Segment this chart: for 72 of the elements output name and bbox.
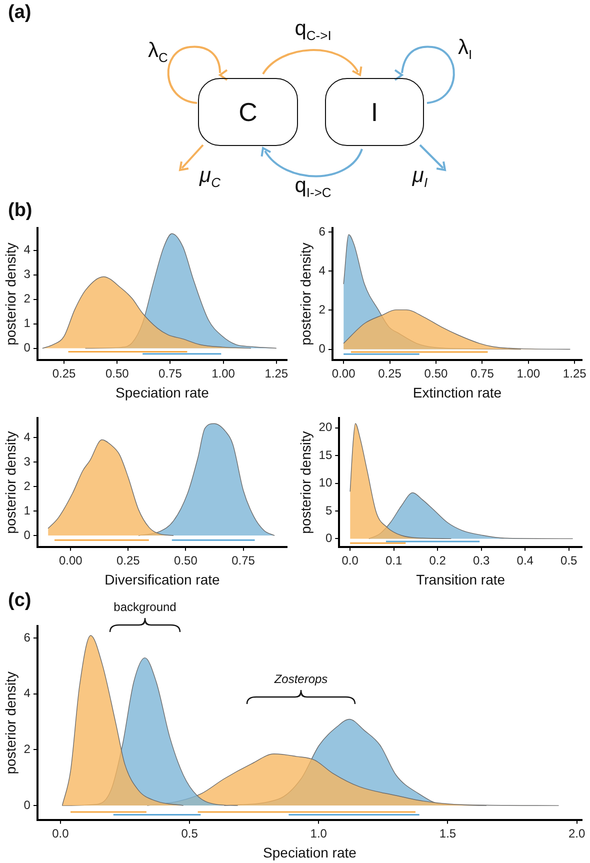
- text: λ$_{I}$: [458, 36, 472, 62]
- y-axis-title: posterior density: [297, 431, 314, 534]
- text: background: [114, 600, 176, 614]
- text: q$_{C->I}$: [294, 16, 332, 44]
- x-tick-label: 1.5: [439, 826, 456, 840]
- x-tick-label: 1.00: [212, 366, 236, 380]
- annotation: Zosterops: [274, 672, 328, 686]
- rounded-box: I: [325, 78, 424, 146]
- x-axis-title: Diversification rate: [104, 571, 220, 588]
- y-tick-label: 4: [24, 242, 31, 257]
- y-tick-label: 1: [24, 503, 31, 518]
- x-tick-label: 0.50: [105, 366, 130, 380]
- y-tick-label: 2: [24, 292, 31, 306]
- y-tick-label: 1: [24, 316, 31, 330]
- y-tick-label: 2: [24, 742, 31, 756]
- x-tick-label: 2.0: [568, 826, 586, 840]
- x-tick-label: 0.3: [473, 553, 490, 568]
- y-tick-label: 0: [318, 342, 326, 356]
- y-tick-label: 0: [24, 528, 31, 542]
- y-axis-title: posterior density: [2, 672, 18, 774]
- text: (a): [8, 2, 32, 24]
- text: q$_{I->C}$: [294, 174, 332, 200]
- y-tick-label: 20: [318, 420, 332, 434]
- x-axis-title: Speciation rate: [263, 844, 357, 860]
- y-tick-label: 0: [24, 340, 31, 355]
- x-tick-label: 0.1: [386, 553, 403, 568]
- y-tick-label: 2: [24, 478, 31, 493]
- x-axis-title: Transition rate: [416, 571, 506, 588]
- text: μ$_{C}$: [200, 164, 220, 190]
- x-axis-title: Speciation rate: [116, 384, 210, 400]
- x-tick-label: 0.4: [516, 553, 534, 568]
- x-tick-label: 1.25: [264, 366, 288, 380]
- x-tick-label: 0.5: [181, 826, 198, 840]
- chart-title: (b): [8, 200, 32, 222]
- x-tick-label: 0.75: [158, 366, 182, 380]
- y-tick-label: 6: [318, 224, 326, 238]
- y-tick-label: 0: [24, 798, 31, 812]
- x-tick-label: 0.0: [342, 553, 359, 568]
- x-tick-label: 1.25: [562, 366, 587, 380]
- x-tick-label: 0.2: [429, 553, 446, 568]
- rounded-box: C: [198, 78, 298, 146]
- y-tick-label: 4: [24, 430, 31, 444]
- x-tick-label: 0.0: [52, 826, 70, 840]
- chart-title: (c): [8, 590, 32, 612]
- y-axis-title: posterior density: [297, 242, 314, 346]
- y-tick-label: 3: [24, 267, 31, 282]
- x-tick-label: 0.25: [378, 366, 402, 380]
- y-tick-label: 4: [318, 263, 326, 278]
- x-tick-label: 0.5: [560, 553, 578, 568]
- x-tick-label: 0.00: [332, 366, 356, 380]
- y-axis-title: posterior density: [2, 431, 18, 534]
- y-tick-label: 5: [325, 503, 332, 518]
- x-tick-label: 0.75: [470, 366, 494, 380]
- x-tick-label: 0.75: [232, 553, 256, 568]
- y-axis-title: posterior density: [2, 242, 18, 346]
- x-tick-label: 1.0: [310, 826, 328, 840]
- x-tick-label: 0.50: [424, 366, 448, 380]
- x-axis-title: Extinction rate: [412, 384, 502, 400]
- y-tick-label: 4: [24, 686, 31, 700]
- x-tick-label: 0.50: [174, 553, 198, 568]
- text: λ$_{C}$: [148, 38, 168, 66]
- text: μ$_{I}$: [412, 164, 428, 190]
- y-tick-label: 0: [325, 531, 332, 546]
- x-tick-label: 1.00: [516, 366, 540, 380]
- x-tick-label: 0.00: [58, 553, 83, 568]
- y-tick-label: 6: [24, 630, 31, 644]
- y-tick-label: 2: [318, 302, 326, 317]
- y-tick-label: 10: [318, 476, 332, 490]
- x-tick-label: 0.25: [116, 553, 140, 568]
- y-tick-label: 3: [24, 454, 31, 468]
- y-tick-label: 15: [318, 448, 332, 462]
- x-tick-label: 0.25: [52, 366, 76, 380]
